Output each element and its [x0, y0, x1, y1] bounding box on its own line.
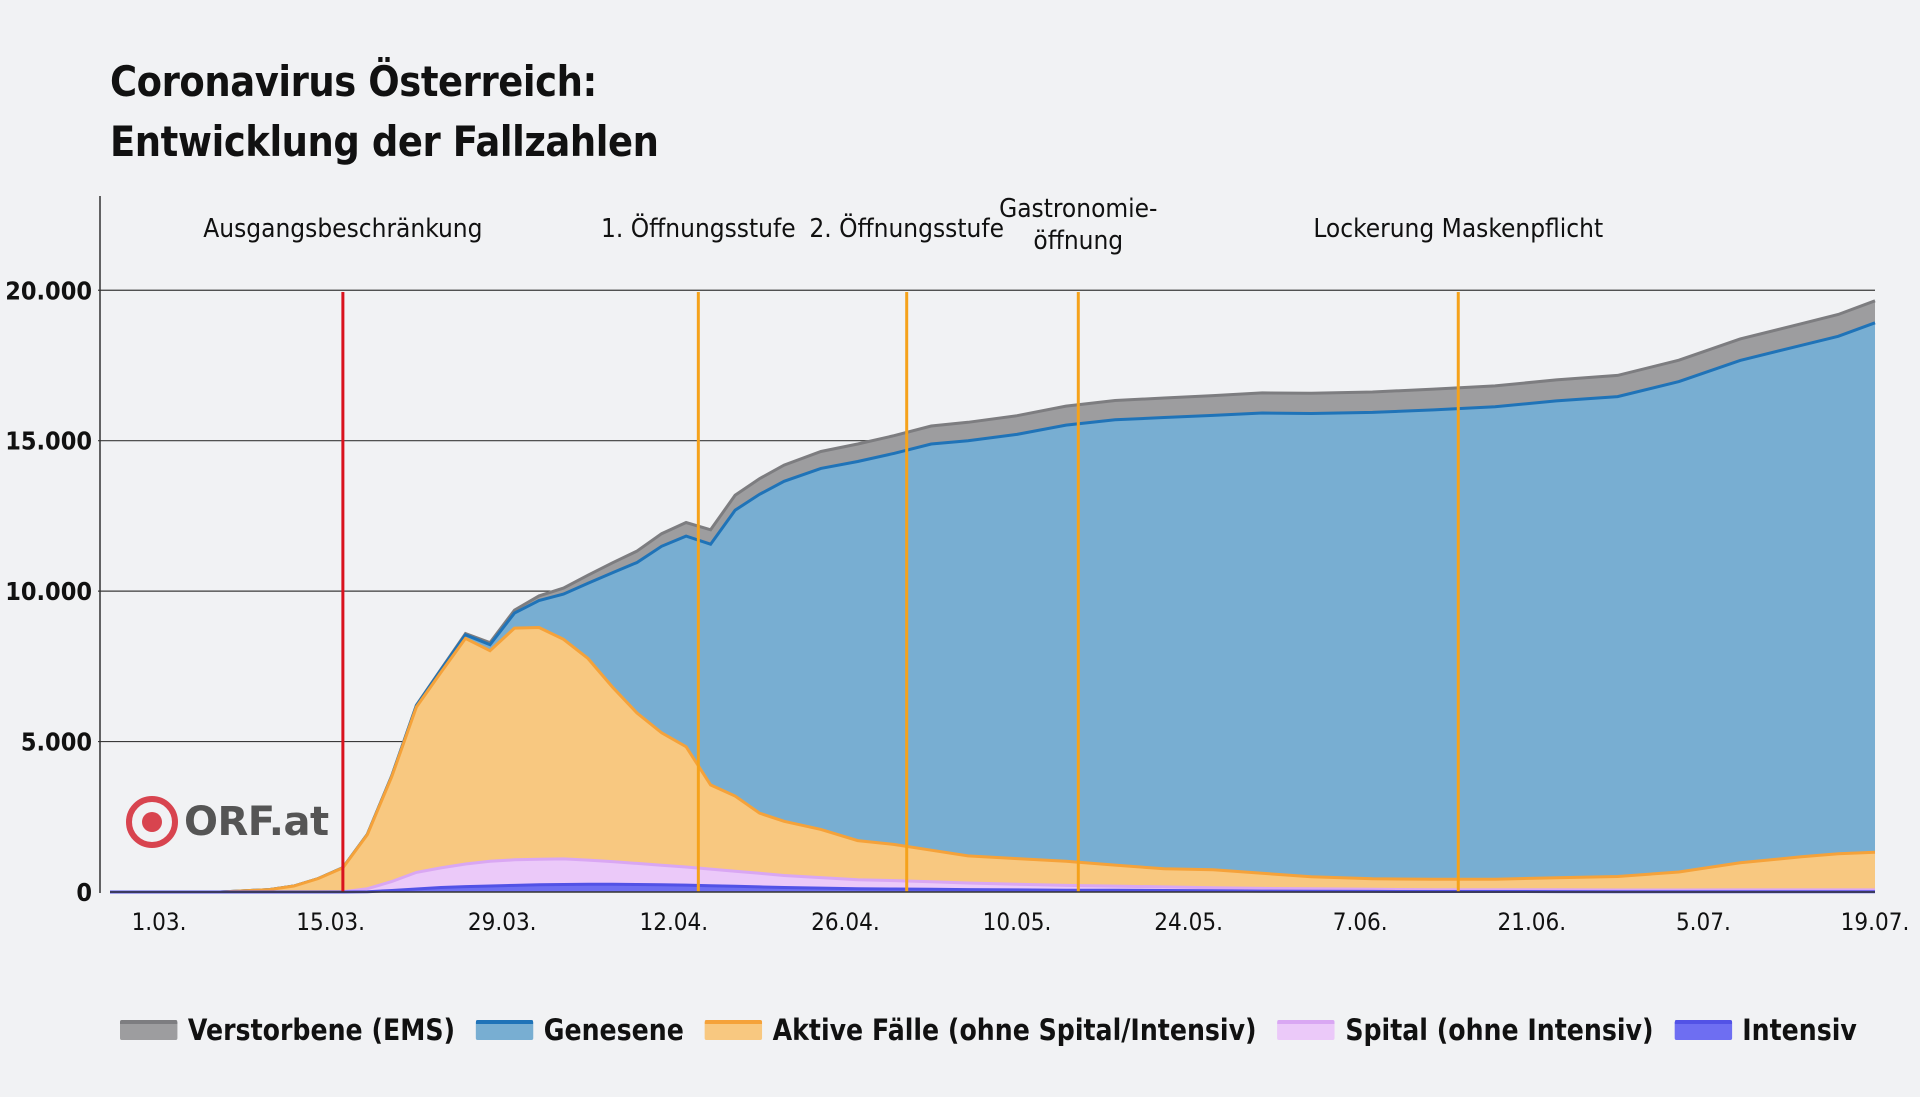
event-label-4: Lockerung Maskenpflicht — [1313, 214, 1603, 244]
legend-swatch-2 — [704, 1020, 763, 1040]
event-label-1: 1. Öffnungsstufe — [601, 212, 796, 244]
legend-label-2: Aktive Fälle (ohne Spital/Intensiv) — [772, 1013, 1257, 1047]
event-label-0: Ausgangsbeschränkung — [203, 214, 482, 244]
orf-target-icon — [126, 796, 178, 848]
x-tick-label-9: 5.07. — [1676, 908, 1731, 936]
y-tick-label-4: 20.000 — [5, 276, 92, 305]
legend-swatch-0 — [120, 1020, 178, 1040]
event-markers: Ausgangsbeschränkung 1. Öffnungsstufe 2. Ö… — [203, 194, 1603, 892]
title-line-1: Coronavirus Österreich: — [110, 57, 597, 106]
legend-item-3: Spital (ohne Intensiv) — [1277, 1013, 1654, 1047]
area-series — [110, 299, 1876, 894]
legend-swatch-1 — [475, 1020, 534, 1040]
x-tick-label-6: 24.05. — [1154, 908, 1223, 936]
axes: 0 5.000 10.000 15.000 20.000 1.03. 15.03. 29.03… — [5, 196, 1909, 936]
x-tick-label-0: 1.03. — [132, 908, 187, 936]
legend: Verstorbene (EMS) Genesene Aktive Fälle (o… — [120, 1013, 1878, 1047]
event-label-2: 2. Öffnungsstufe — [809, 212, 1004, 244]
chart-title: Coronavirus Österreich: Entwicklung der … — [110, 52, 659, 172]
legend-label-1: Genesene — [543, 1013, 684, 1047]
x-tick-label-2: 29.03. — [468, 908, 537, 936]
orf-logo: ORF.at — [126, 796, 329, 848]
legend-item-4: Intensiv — [1674, 1013, 1857, 1047]
legend-label-3: Spital (ohne Intensiv) — [1345, 1013, 1654, 1047]
legend-swatch-4 — [1674, 1020, 1732, 1040]
event-label-3: Gastronomie-öffnung — [999, 194, 1157, 256]
title-line-2: Entwicklung der Fallzahlen — [110, 117, 659, 166]
legend-item-1: Genesene — [475, 1013, 684, 1047]
x-tick-label-8: 21.06. — [1497, 908, 1566, 936]
x-tick-label-4: 26.04. — [811, 908, 880, 936]
line-spital-ohne-intensiv — [110, 857, 1875, 894]
legend-swatch-3 — [1277, 1020, 1335, 1040]
legend-item-2: Aktive Fälle (ohne Spital/Intensiv) — [704, 1013, 1257, 1047]
x-tick-label-10: 19.07. — [1841, 908, 1910, 936]
x-tick-label-5: 10.05. — [983, 908, 1052, 936]
y-tick-label-1: 5.000 — [21, 728, 92, 757]
orf-logo-text: ORF.at — [184, 799, 329, 845]
legend-item-0: Verstorbene (EMS) — [120, 1013, 455, 1047]
x-tick-label-1: 15.03. — [296, 908, 365, 936]
x-tick-label-7: 7.06. — [1333, 908, 1388, 936]
y-tick-label-0: 0 — [76, 878, 92, 907]
area-genesene — [110, 322, 1875, 892]
x-tick-label-3: 12.04. — [639, 908, 708, 936]
y-tick-label-3: 15.000 — [5, 427, 92, 456]
legend-label-4: Intensiv — [1742, 1013, 1857, 1047]
area-aktive-f-lle-ohne-spital-intensiv — [110, 627, 1875, 892]
line-aktive-f-lle-ohne-spital-intensiv — [110, 625, 1876, 894]
y-tick-label-2: 10.000 — [5, 577, 92, 606]
legend-label-0: Verstorbene (EMS) — [187, 1013, 456, 1047]
